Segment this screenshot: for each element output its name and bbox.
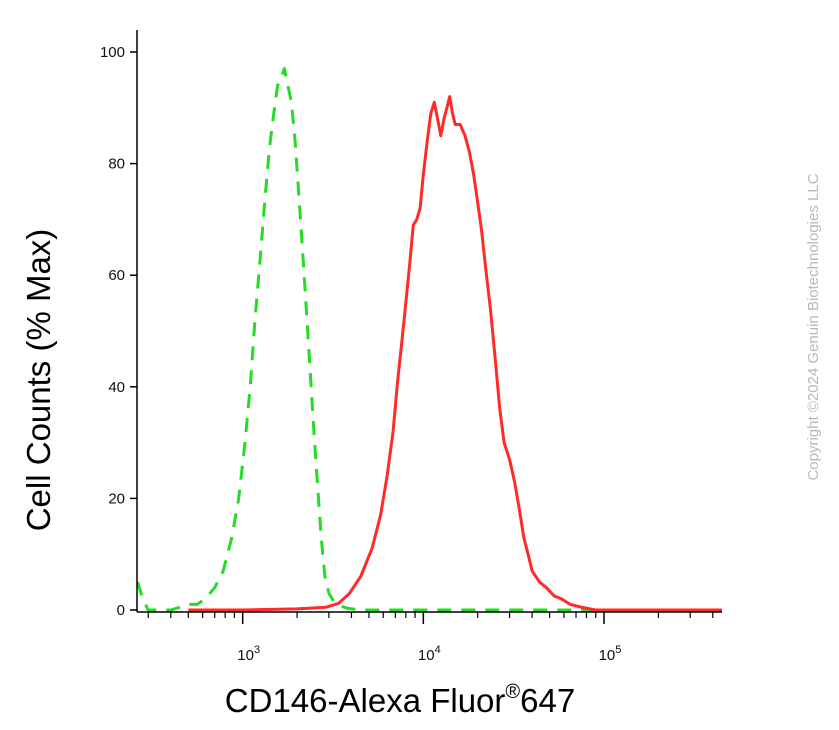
y-tick-label: 80 — [108, 156, 125, 173]
x-axis-title: CD146-Alexa Fluor®647 — [225, 681, 575, 719]
y-tick-label: 20 — [108, 490, 125, 507]
y-axis: 0 20 40 60 80 100 — [100, 30, 138, 619]
x-axis-title-superscript: ® — [505, 681, 520, 703]
control-histogram-line — [136, 67, 722, 612]
x-tick-label: 104 — [418, 644, 441, 664]
stained-histogram-line — [188, 95, 722, 612]
x-tick-label: 103 — [237, 644, 260, 664]
x-tick-label: 105 — [599, 644, 622, 664]
y-tick-label: 0 — [117, 602, 125, 619]
y-tick-label: 40 — [108, 379, 125, 396]
x-axis-title-main: CD146-Alexa Fluor — [225, 682, 506, 719]
series-layer — [136, 67, 722, 612]
y-tick-label: 100 — [100, 44, 125, 61]
y-axis-title: Cell Counts (% Max) — [20, 229, 57, 532]
y-tick-label: 60 — [108, 267, 125, 284]
x-axis: 103 104 105 — [137, 611, 722, 664]
x-axis-title-suffix: 647 — [520, 682, 575, 719]
copyright-watermark: Copyright ©2024 Genuin Biotechnologies L… — [805, 173, 822, 480]
